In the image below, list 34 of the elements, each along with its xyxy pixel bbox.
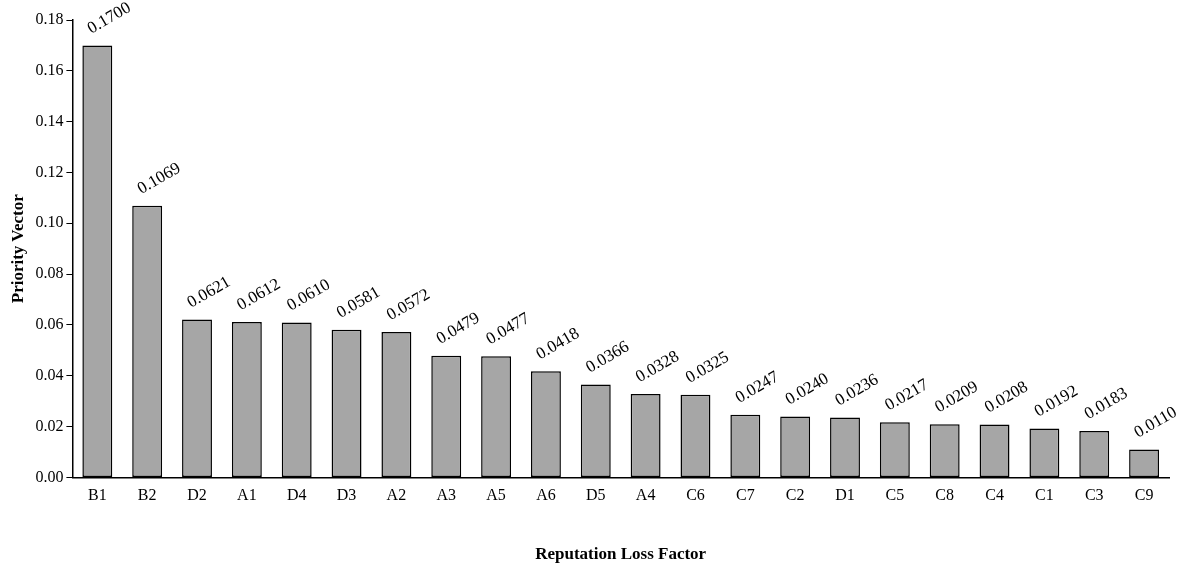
y-tick-label: 0.16 [35, 61, 64, 79]
x-tick-label: C9 [1134, 486, 1154, 504]
x-tick-label: A3 [436, 486, 457, 504]
x-axis-title: Reputation Loss Factor [535, 544, 707, 564]
x-tick-label: B2 [137, 486, 157, 504]
x-tick-label: C4 [985, 486, 1004, 504]
x-tick-label: D2 [187, 486, 207, 504]
x-tick-label: C3 [1084, 486, 1104, 504]
y-tick-label: 0.02 [35, 416, 64, 434]
x-tick-label: C2 [785, 486, 805, 504]
y-axis-title: Priority Vector [7, 193, 27, 304]
y-tick-label: 0.08 [35, 264, 64, 282]
x-tick-label: D1 [835, 486, 855, 504]
y-tick-label: 0.14 [35, 111, 64, 129]
x-tick-label: C7 [735, 486, 755, 504]
y-tick-label: 0.00 [35, 467, 64, 485]
x-tick-label: D5 [586, 486, 606, 504]
x-tick-label: A5 [486, 486, 506, 504]
y-tick-label: 0.06 [35, 315, 64, 333]
x-tick-label: A2 [386, 486, 407, 504]
y-tick-label: 0.18 [35, 10, 64, 28]
x-tick-label: A6 [536, 486, 556, 504]
y-tick-label: 0.04 [35, 365, 64, 383]
x-tick-label: C5 [885, 486, 905, 504]
x-tick-label: D4 [286, 486, 307, 504]
x-tick-label: C8 [935, 486, 955, 504]
x-tick-label: A4 [635, 486, 656, 504]
x-tick-label: C6 [686, 486, 705, 504]
x-tick-label: B1 [87, 486, 107, 504]
y-tick-label: 0.10 [35, 213, 64, 231]
x-tick-label: A1 [237, 486, 257, 504]
x-tick-label: D3 [336, 486, 357, 504]
x-tick-label: C1 [1035, 486, 1054, 504]
y-tick-label: 0.12 [35, 162, 64, 180]
